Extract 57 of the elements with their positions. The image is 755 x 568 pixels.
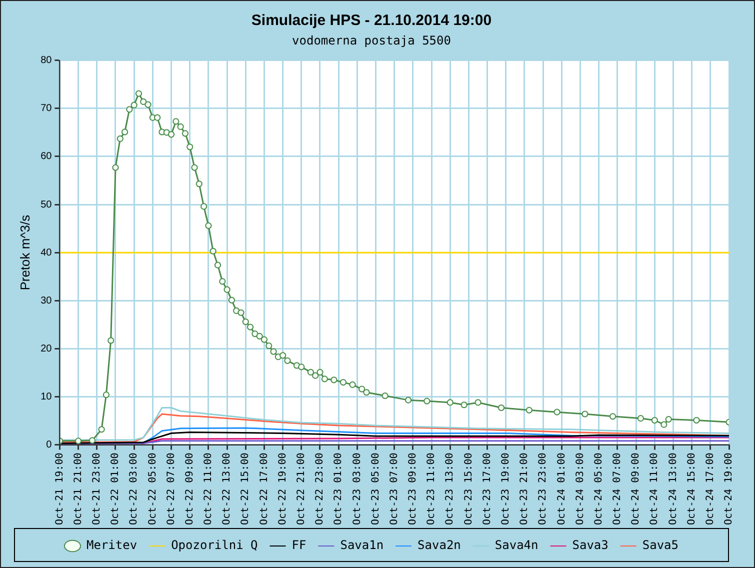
legend-label: Sava4n	[494, 538, 538, 552]
x-tick-label: Oct-24 17:00	[705, 452, 716, 526]
x-tick-label: Oct-23 05:00	[370, 452, 382, 526]
y-axis-title: Pretok m^3/s	[17, 214, 32, 290]
x-tick-label: Oct-21 21:00	[72, 452, 84, 526]
x-tick-label: Oct-24 19:00	[724, 452, 735, 526]
chart-subtitle: vodomerna postaja 5500	[292, 33, 451, 48]
legend-label: Opozorilni Q	[171, 538, 258, 552]
x-tick-label: Oct-22 11:00	[203, 452, 214, 526]
x-tick-label: Oct-24 07:00	[612, 452, 624, 526]
x-tick-label: Oct-23 15:00	[463, 452, 474, 526]
legend-label: Sava5	[642, 538, 679, 552]
x-tick-label: Oct-23 23:00	[538, 452, 549, 526]
x-tick-label: Oct-22 13:00	[222, 452, 233, 526]
x-tick-label: Oct-22 03:00	[128, 452, 140, 526]
y-tick-label: 80	[40, 55, 52, 66]
x-tick-label: Oct-21 19:00	[54, 452, 66, 526]
x-tick-label: Oct-24 15:00	[686, 452, 698, 526]
x-tick-label: Oct-23 21:00	[519, 452, 530, 526]
legend-label: Sava2n	[418, 538, 461, 552]
chart-title: Simulacije HPS - 21.10.2014 19:00	[251, 12, 492, 30]
legend-label: Sava3	[572, 538, 608, 552]
x-tick-label: Oct-23 19:00	[500, 452, 512, 526]
x-tick-label: Oct-22 23:00	[314, 452, 326, 526]
x-tick-label: Oct-24 13:00	[668, 452, 679, 526]
x-tick-label: Oct-22 05:00	[147, 452, 158, 526]
x-tick-label: Oct-23 07:00	[388, 452, 400, 526]
x-tick-label: Oct-23 03:00	[352, 452, 363, 526]
x-tick-label: Oct-22 09:00	[184, 452, 196, 526]
x-tick-label: Oct-24 01:00	[556, 452, 568, 526]
x-tick-label: Oct-23 11:00	[426, 452, 438, 526]
x-tick-label: Oct-24 09:00	[630, 452, 642, 526]
x-tick-label: Oct-22 19:00	[277, 452, 288, 526]
x-tick-label: Oct-22 21:00	[296, 452, 307, 526]
y-tick-label: 0	[46, 440, 52, 451]
legend-label: FF	[292, 538, 306, 552]
x-tick-label: Oct-23 17:00	[482, 452, 493, 526]
x-tick-label: Oct-22 07:00	[166, 452, 177, 526]
x-tick-label: Oct-22 15:00	[240, 452, 252, 526]
y-tick-label: 70	[40, 103, 52, 114]
x-tick-label: Oct-24 05:00	[593, 452, 604, 526]
y-tick-label: 30	[40, 295, 52, 306]
x-tick-label: Oct-23 13:00	[444, 452, 456, 526]
legend-label: Meritev	[86, 538, 138, 552]
x-tick-label: Oct-24 03:00	[574, 452, 586, 526]
y-tick-label: 40	[40, 247, 52, 258]
y-tick-label: 60	[40, 151, 52, 162]
legend-label: Sava1n	[340, 538, 384, 552]
x-tick-label: Oct-23 09:00	[408, 452, 419, 526]
x-tick-label: Oct-21 23:00	[92, 452, 102, 526]
y-tick-label: 50	[40, 199, 52, 210]
y-tick-label: 10	[40, 391, 52, 402]
x-tick-label: Oct-23 01:00	[333, 452, 344, 526]
x-tick-label: Oct-24 11:00	[649, 452, 660, 526]
x-tick-label: Oct-22 17:00	[258, 452, 270, 526]
y-tick-label: 20	[40, 343, 52, 354]
x-tick-label: Oct-22 01:00	[110, 452, 122, 526]
